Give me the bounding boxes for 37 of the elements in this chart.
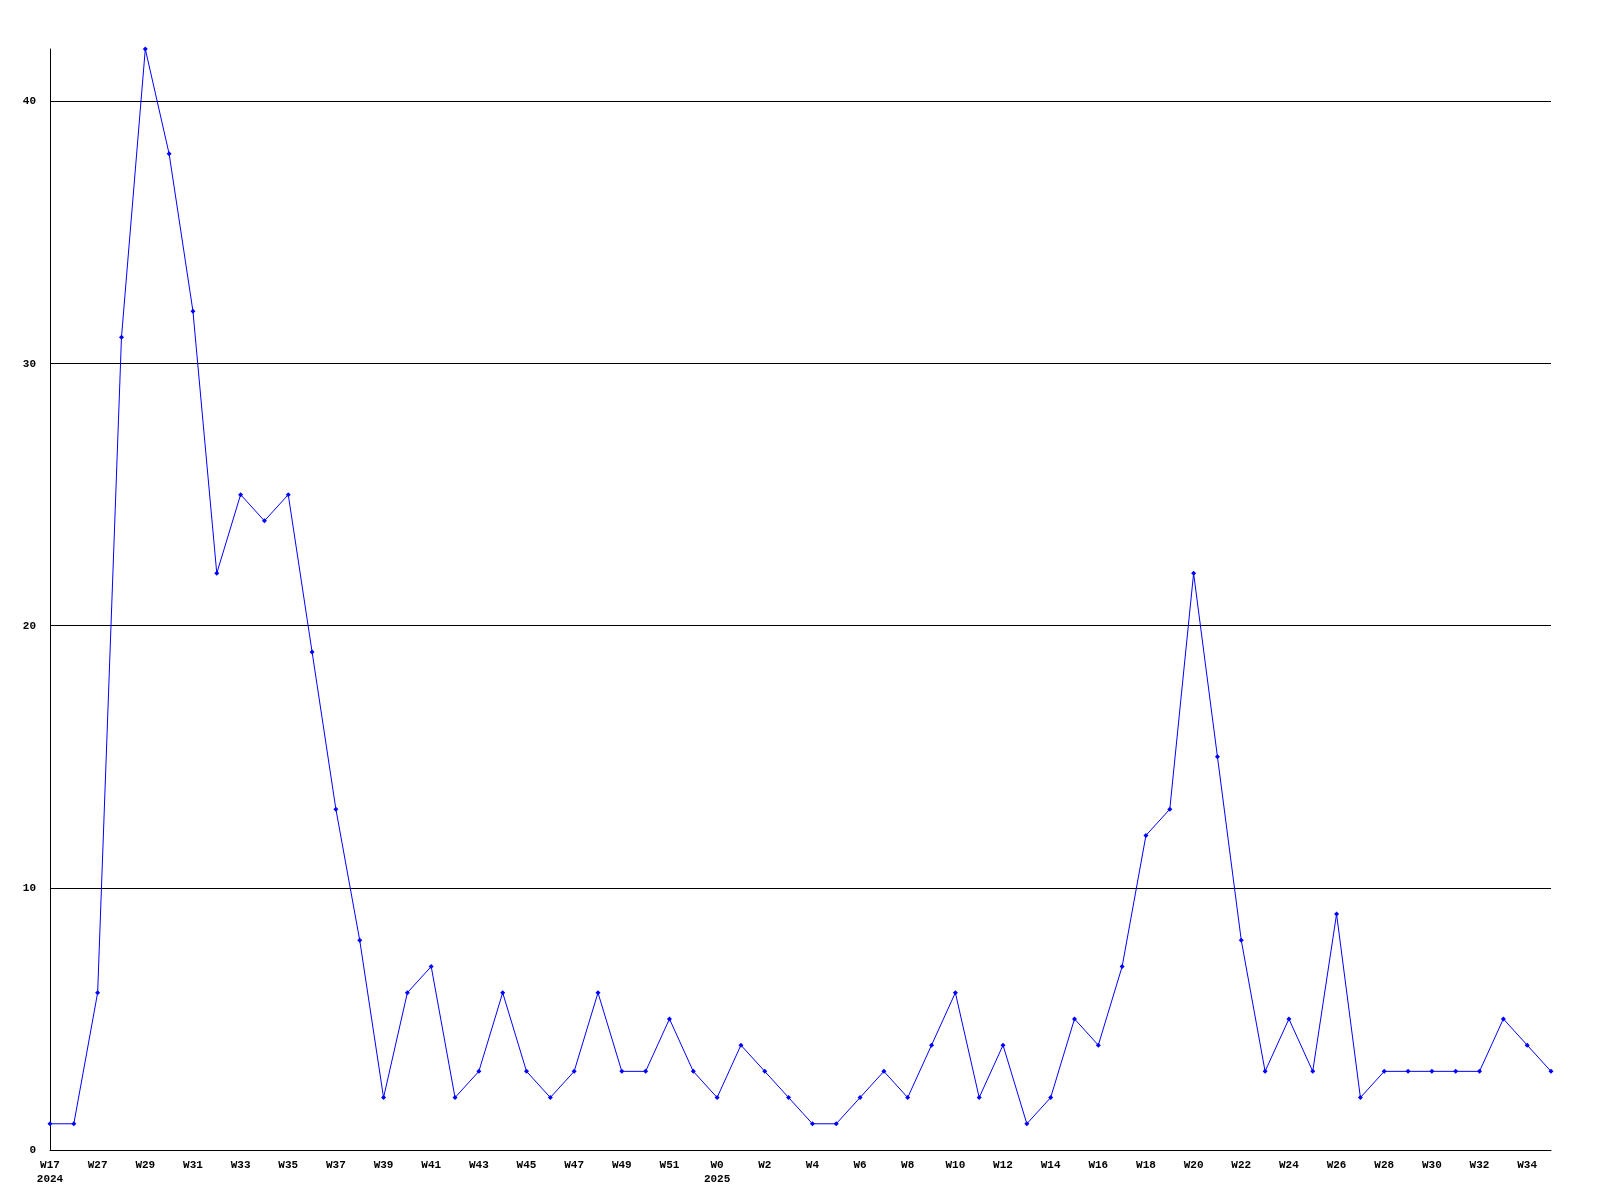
y-tick-label: 0 [29, 1144, 36, 1156]
x-tick-label: W22 [1231, 1159, 1252, 1171]
x-tick-label: W27 [87, 1159, 108, 1171]
x-tick-label: W16 [1088, 1159, 1109, 1171]
x-tick-label: W14 [1040, 1159, 1061, 1171]
x-tick-label: W31 [183, 1159, 204, 1171]
y-tick-label: 10 [22, 881, 36, 894]
x-tick-label: W4 [805, 1159, 820, 1171]
x-tick-label: W6 [853, 1159, 867, 1171]
x-tick-label: W24 [1279, 1159, 1300, 1171]
x-tick-label: W33 [230, 1159, 251, 1171]
x-tick-label: W18 [1136, 1159, 1157, 1171]
y-tick-label: 30 [22, 357, 36, 370]
y-tick-label: 40 [22, 95, 36, 108]
x-tick-label: W20 [1183, 1159, 1204, 1171]
x-tick-label: W0 2025 [703, 1159, 731, 1185]
x-tick-label: W10 [945, 1159, 966, 1171]
x-tick-label: W2 [758, 1159, 772, 1171]
x-tick-label: W43 [468, 1159, 490, 1171]
x-tick-label: W26 [1326, 1159, 1347, 1171]
x-tick-label: W32 [1469, 1159, 1490, 1171]
x-tick-label: W49 [611, 1159, 632, 1171]
x-tick-label: W47 [564, 1159, 585, 1171]
x-tick-label: W8 [901, 1159, 915, 1171]
x-tick-label: W17 2024 [36, 1159, 64, 1185]
x-tick-label: W39 [373, 1159, 394, 1171]
x-tick-label: W29 [135, 1159, 156, 1171]
x-tick-label: W51 [659, 1159, 680, 1171]
x-tick-label: W37 [326, 1159, 346, 1171]
x-tick-label: W30 [1421, 1159, 1442, 1171]
x-tick-label: W34 [1517, 1159, 1538, 1171]
x-tick-label: W41 [421, 1159, 442, 1171]
x-tick-label: W35 [278, 1159, 299, 1171]
y-tick-label: 20 [22, 619, 36, 632]
x-tick-label: W45 [516, 1159, 537, 1171]
x-tick-label: W28 [1374, 1159, 1395, 1171]
x-tick-label: W12 [993, 1159, 1013, 1171]
